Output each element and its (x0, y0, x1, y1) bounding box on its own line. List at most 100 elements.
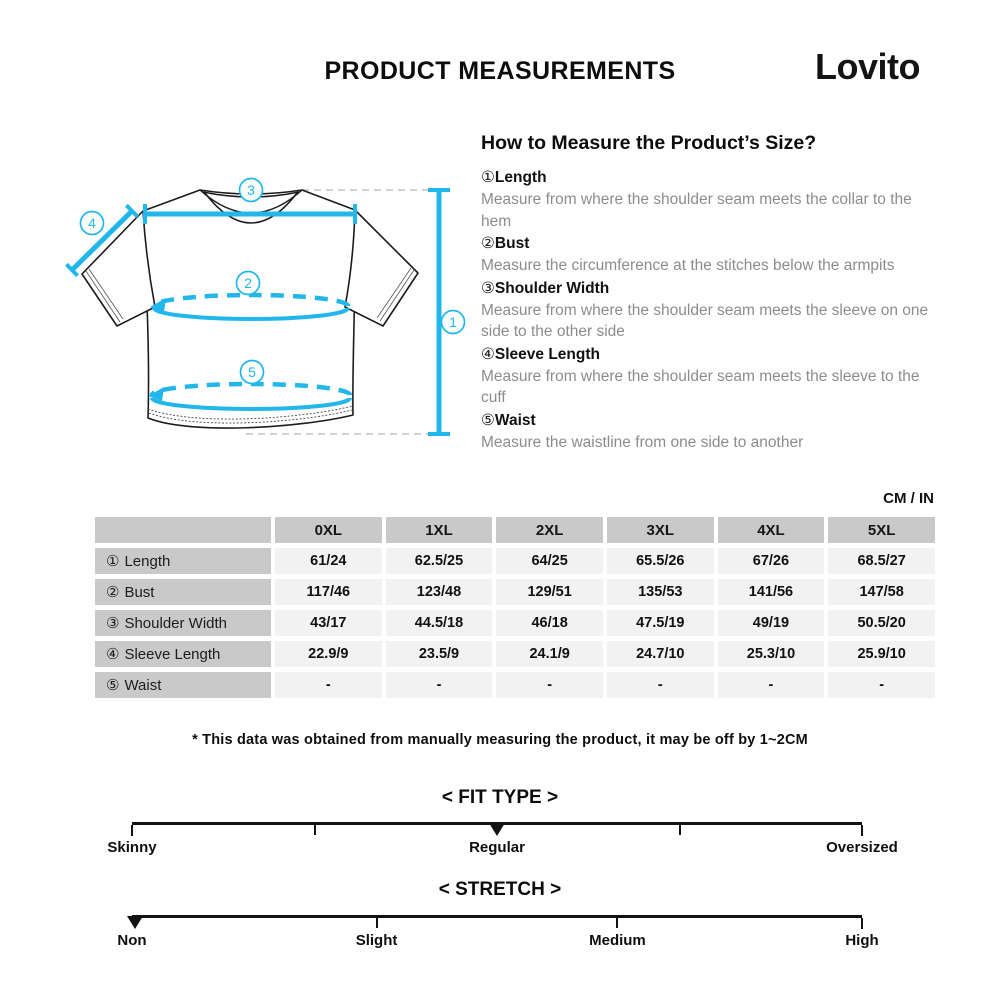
item-title-text: Waist (494, 411, 536, 429)
table-cell: - (496, 672, 603, 698)
table-cell: 68.5/27 (828, 548, 935, 574)
stretch-tick (861, 918, 863, 929)
row-label: ③ Shoulder Width (95, 610, 271, 636)
table-cell: 25.9/10 (828, 641, 935, 667)
table-cell: 23.5/9 (385, 641, 493, 667)
stretch-label-non: Non (117, 932, 147, 949)
sleeve-length-end-caps (64, 203, 140, 278)
stretch-tick (616, 918, 619, 928)
bust-arrow-icon (150, 298, 166, 312)
table-row-bust: ② Bust 117/46 123/48 129/51 135/53 141/56… (95, 579, 935, 605)
how-to-item-desc: Measure the waistline from one side to a… (481, 433, 804, 451)
item-number: ④ (481, 345, 495, 363)
fit-type-label-skinny: Skinny (107, 839, 157, 856)
row-label: ④ Sleeve Length (95, 641, 271, 667)
item-title-text: Bust (494, 235, 530, 252)
right-cuff-stitching (376, 267, 415, 322)
how-to-item-desc: Measure from where the shoulder seam mee… (481, 191, 912, 230)
row-label: ⑤ Waist (95, 672, 271, 698)
how-to-item-title: ③Shoulder Width (481, 277, 939, 300)
table-row-sleeve-length: ④ Sleeve Length 22.9/9 23.5/9 24.1/9 24.7… (95, 641, 935, 667)
measure-badge-2: 2 (235, 270, 261, 296)
row-label-text: Length (124, 553, 171, 570)
table-cell: 67/26 (717, 548, 825, 574)
stretch-label-medium: Medium (589, 932, 646, 949)
how-to-item-sleeve-length: ④Sleeve Length Measure from where the sh… (481, 343, 939, 409)
table-cell: 147/58 (828, 579, 935, 605)
waist-arrow-icon (148, 387, 164, 401)
fit-type-label-oversized: Oversized (826, 839, 898, 856)
how-to-heading: How to Measure the Product’s Size? (481, 132, 817, 154)
table-cell: - (606, 672, 714, 698)
row-number: ② (106, 584, 120, 601)
table-cell: 46/18 (496, 610, 603, 636)
item-title-text: Sleeve Length (494, 345, 600, 363)
table-cell: 43/17 (275, 610, 382, 636)
right-sleeve (344, 209, 419, 327)
row-label: ② Bust (95, 579, 271, 605)
size-table: 0XL 1XL 2XL 3XL 4XL 5XL ① Length 61/24 62… (91, 512, 939, 703)
table-cell: 24.1/9 (496, 641, 603, 667)
size-table-corner-cell (95, 517, 271, 543)
stretch-marker-icon (126, 916, 143, 929)
size-column-header: 1XL (385, 517, 493, 543)
size-column-header: 2XL (496, 517, 603, 543)
row-number: ① (106, 553, 120, 570)
table-cell: 47.5/19 (606, 610, 714, 636)
stretch-labels: Non Slight Medium High (117, 932, 878, 952)
sleeve-length-measure-line (70, 209, 134, 272)
table-cell: 25.3/10 (717, 641, 825, 667)
how-to-item-waist: ⑤Waist Measure the waistline from one si… (481, 409, 939, 454)
how-to-item-title: ①Length (481, 166, 939, 189)
table-cell: 49/19 (717, 610, 825, 636)
row-number: ③ (106, 615, 120, 632)
length-end-caps (428, 188, 450, 436)
brand-logo: Lovito (815, 46, 920, 87)
row-label-text: Sleeve Length (124, 646, 221, 663)
row-label-text: Bust (124, 584, 155, 601)
row-label-text: Waist (124, 677, 162, 694)
table-cell: 135/53 (606, 579, 714, 605)
measure-badge-5-number: 5 (248, 364, 256, 380)
item-title-text: Shoulder Width (494, 279, 610, 297)
item-title-text: Length (494, 169, 547, 186)
measure-badge-4: 4 (79, 210, 105, 236)
table-row-waist: ⑤ Waist - - - - - - (95, 672, 935, 698)
fit-type-tick (313, 825, 316, 835)
measure-badge-1-number: 1 (449, 314, 457, 330)
tshirt-diagram: 1 2 3 4 5 (60, 160, 470, 460)
shoulder-width-end-caps (143, 204, 357, 224)
item-number: ① (481, 169, 495, 186)
item-number: ② (481, 235, 495, 252)
footnote: * This data was obtained from manually m… (192, 732, 808, 748)
fit-type-title: < FIT TYPE > (441, 787, 559, 808)
left-sleeve (81, 210, 156, 327)
how-to-item-title: ④Sleeve Length (481, 343, 939, 366)
table-cell: 61/24 (275, 548, 382, 574)
how-to-item-desc: Measure the circumference at the stitche… (481, 257, 895, 274)
tshirt-diagram-svg: 1 2 3 4 5 (64, 177, 466, 436)
bust-ellipse-front (152, 307, 350, 321)
size-column-header: 4XL (717, 517, 825, 543)
hem-stitch-line-1 (147, 405, 354, 420)
table-cell: 22.9/9 (275, 641, 382, 667)
table-row-length: ① Length 61/24 62.5/25 64/25 65.5/26 67/2… (95, 548, 935, 574)
measure-badge-3: 3 (238, 177, 264, 203)
row-label-text: Shoulder Width (124, 615, 228, 632)
measure-badge-5: 5 (239, 359, 265, 385)
fit-type-marker-icon (489, 823, 505, 836)
table-cell: 64/25 (496, 548, 603, 574)
measure-badge-3-number: 3 (247, 182, 255, 198)
item-number: ③ (481, 279, 495, 297)
size-column-header: 3XL (606, 517, 714, 543)
how-to-item-title: ⑤Waist (481, 409, 939, 432)
size-column-header: 0XL (275, 517, 382, 543)
collar-front-inner (204, 192, 298, 224)
row-number: ⑤ (106, 677, 120, 694)
size-table-header-row: 0XL 1XL 2XL 3XL 4XL 5XL (95, 517, 935, 543)
how-to-item-desc: Measure from where the shoulder seam mee… (481, 367, 920, 407)
table-cell: 141/56 (717, 579, 825, 605)
table-cell: - (717, 672, 825, 698)
waist-ellipse-front (150, 397, 352, 411)
